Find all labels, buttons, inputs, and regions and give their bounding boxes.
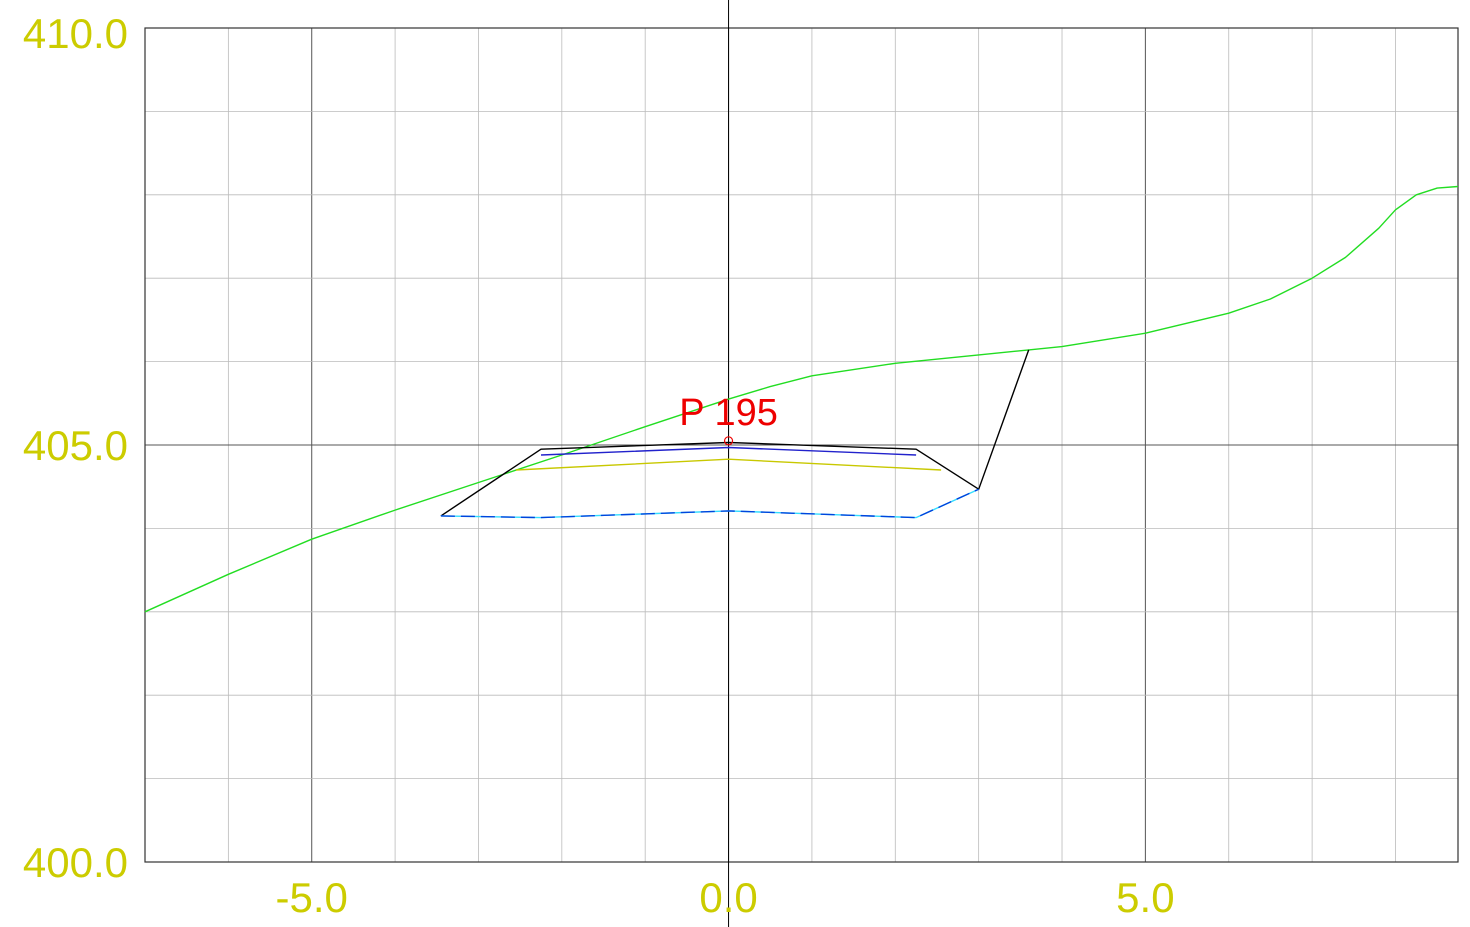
x-tick-label: -5.0 (276, 874, 348, 921)
y-tick-label: 405.0 (23, 422, 128, 469)
series-line-4 (440, 488, 979, 519)
x-tick-label: 5.0 (1116, 874, 1174, 921)
y-tick-label: 410.0 (23, 10, 128, 57)
series-line-1 (440, 349, 1030, 517)
series-line-0 (144, 185, 1459, 613)
series-line-2 (540, 446, 917, 456)
tick-labels: 400.0 405.0 410.0 -5.0 0.0 5.0 (23, 10, 1175, 921)
data-series (144, 185, 1459, 613)
annotations: P 195 (679, 392, 778, 446)
series-line-4-underlay (440, 488, 979, 519)
y-tick-label: 400.0 (23, 839, 128, 886)
station-label: P 195 (679, 392, 778, 434)
station-marker (723, 436, 734, 446)
plot-frame (144, 27, 1459, 863)
x-tick-label: 0.0 (699, 874, 757, 921)
series-line-3 (515, 458, 942, 471)
grid-lines (144, 0, 1459, 927)
